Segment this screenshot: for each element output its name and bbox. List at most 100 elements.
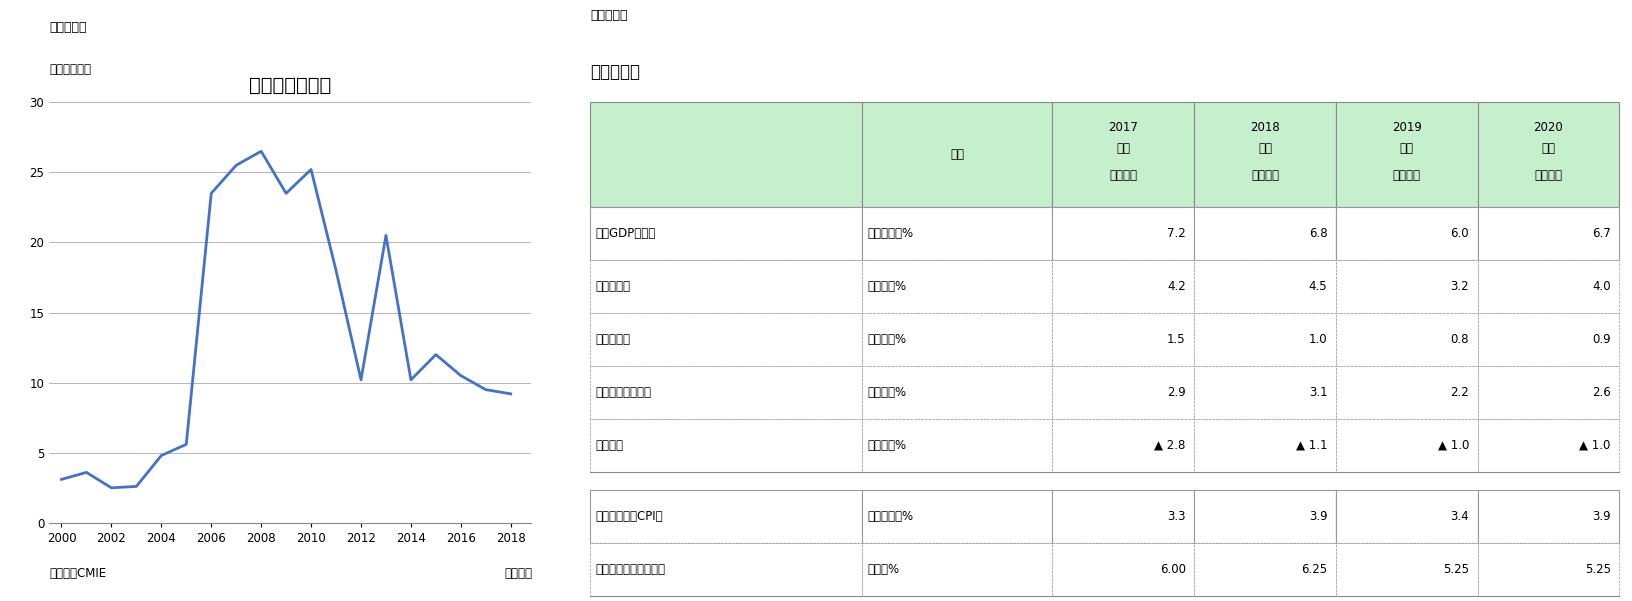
Bar (1051, 366, 1193, 419)
Text: ▲ 1.0: ▲ 1.0 (1578, 439, 1609, 452)
Text: ▲ 1.0: ▲ 1.0 (1436, 439, 1469, 452)
Bar (862, 313, 1051, 366)
Text: 2019: 2019 (1390, 121, 1421, 134)
Text: 前年度比、%: 前年度比、% (867, 510, 914, 523)
Bar (1477, 366, 1619, 419)
Bar (589, 543, 862, 596)
Text: 寄与度、%: 寄与度、% (867, 439, 906, 452)
Bar (1477, 207, 1619, 260)
Text: （実績）: （実績） (1108, 169, 1136, 182)
Bar (1051, 543, 1193, 596)
Bar (1193, 207, 1335, 260)
Text: 政策金利（レポ金利）: 政策金利（レポ金利） (596, 563, 666, 576)
Bar (1051, 102, 1193, 207)
Text: 年度: 年度 (1399, 142, 1413, 155)
Bar (1477, 543, 1619, 596)
Bar (1051, 207, 1193, 260)
Title: 新規の投資計画: 新規の投資計画 (248, 76, 331, 95)
Bar (862, 207, 1051, 260)
Text: 2.9: 2.9 (1167, 386, 1185, 399)
Text: 2017: 2017 (1108, 121, 1138, 134)
Text: 純輸出: 純輸出 (596, 439, 623, 452)
Bar (862, 543, 1051, 596)
Text: 1.0: 1.0 (1307, 333, 1327, 346)
Text: （図表４）: （図表４） (49, 21, 86, 34)
Text: 実質GDP成長率: 実質GDP成長率 (596, 227, 656, 240)
Bar (1193, 260, 1335, 313)
Text: 3.1: 3.1 (1307, 386, 1327, 399)
Text: 寄与度、%: 寄与度、% (867, 333, 906, 346)
Bar (1193, 543, 1335, 596)
Text: 6.25: 6.25 (1301, 563, 1327, 576)
Text: 前年度比、%: 前年度比、% (867, 227, 914, 240)
Text: （予測）: （予測） (1392, 169, 1420, 182)
Text: （図表５）: （図表５） (589, 9, 627, 22)
Bar (589, 366, 862, 419)
Text: 5.25: 5.25 (1585, 563, 1609, 576)
Text: 3.3: 3.3 (1167, 510, 1185, 523)
Text: 3.2: 3.2 (1449, 280, 1469, 293)
Bar (1477, 313, 1619, 366)
Text: 4.2: 4.2 (1167, 280, 1185, 293)
Text: 寄与度、%: 寄与度、% (867, 280, 906, 293)
Text: 寄与度、%: 寄与度、% (867, 386, 906, 399)
Text: 0.9: 0.9 (1591, 333, 1609, 346)
Text: （実績）: （実績） (1250, 169, 1278, 182)
Bar (1051, 490, 1193, 543)
Text: 5.25: 5.25 (1443, 563, 1469, 576)
Bar (1051, 419, 1193, 472)
Bar (589, 313, 862, 366)
Text: 年度: 年度 (1541, 142, 1554, 155)
Text: ▲ 2.8: ▲ 2.8 (1154, 439, 1185, 452)
Text: 1.5: 1.5 (1167, 333, 1185, 346)
Bar (1193, 102, 1335, 207)
Text: 3.9: 3.9 (1591, 510, 1609, 523)
Text: 2020: 2020 (1532, 121, 1562, 134)
Bar (862, 490, 1051, 543)
Text: 6.7: 6.7 (1591, 227, 1609, 240)
Text: 6.8: 6.8 (1307, 227, 1327, 240)
Text: ▲ 1.1: ▲ 1.1 (1296, 439, 1327, 452)
Bar (1193, 419, 1335, 472)
Text: 2.6: 2.6 (1591, 386, 1609, 399)
Text: （年度）: （年度） (504, 567, 532, 580)
Bar (589, 207, 862, 260)
Bar (589, 490, 862, 543)
Bar (589, 260, 862, 313)
Text: 2.2: 2.2 (1449, 386, 1469, 399)
Bar (862, 102, 1051, 207)
Text: 6.0: 6.0 (1449, 227, 1469, 240)
Bar (1335, 366, 1477, 419)
Text: 2018: 2018 (1250, 121, 1279, 134)
Text: 4.5: 4.5 (1307, 280, 1327, 293)
Text: 6.00: 6.00 (1159, 563, 1185, 576)
Text: （兆ルピー）: （兆ルピー） (49, 63, 91, 76)
Text: 年度: 年度 (1257, 142, 1271, 155)
Text: 4.0: 4.0 (1591, 280, 1609, 293)
Text: 民間消費: 民間消費 (596, 280, 630, 293)
Bar (589, 102, 862, 207)
Bar (1051, 313, 1193, 366)
Bar (589, 419, 862, 472)
Text: 7.2: 7.2 (1167, 227, 1185, 240)
Bar (1477, 419, 1619, 472)
Bar (1193, 366, 1335, 419)
Text: （資料）CMIE: （資料）CMIE (49, 567, 106, 580)
Bar (1477, 102, 1619, 207)
Bar (1193, 490, 1335, 543)
Text: 総固定資本形成: 総固定資本形成 (596, 386, 651, 399)
Bar (1335, 419, 1477, 472)
Bar (1477, 260, 1619, 313)
Text: 政府消費: 政府消費 (596, 333, 630, 346)
Text: 単位: 単位 (950, 148, 965, 161)
Bar (1335, 543, 1477, 596)
Bar (1335, 260, 1477, 313)
Bar (862, 260, 1051, 313)
Bar (862, 419, 1051, 472)
Bar (1193, 313, 1335, 366)
Text: 期末、%: 期末、% (867, 563, 899, 576)
Text: 3.4: 3.4 (1449, 510, 1469, 523)
Bar (862, 366, 1051, 419)
Text: （予測）: （予測） (1534, 169, 1562, 182)
Bar (1335, 207, 1477, 260)
